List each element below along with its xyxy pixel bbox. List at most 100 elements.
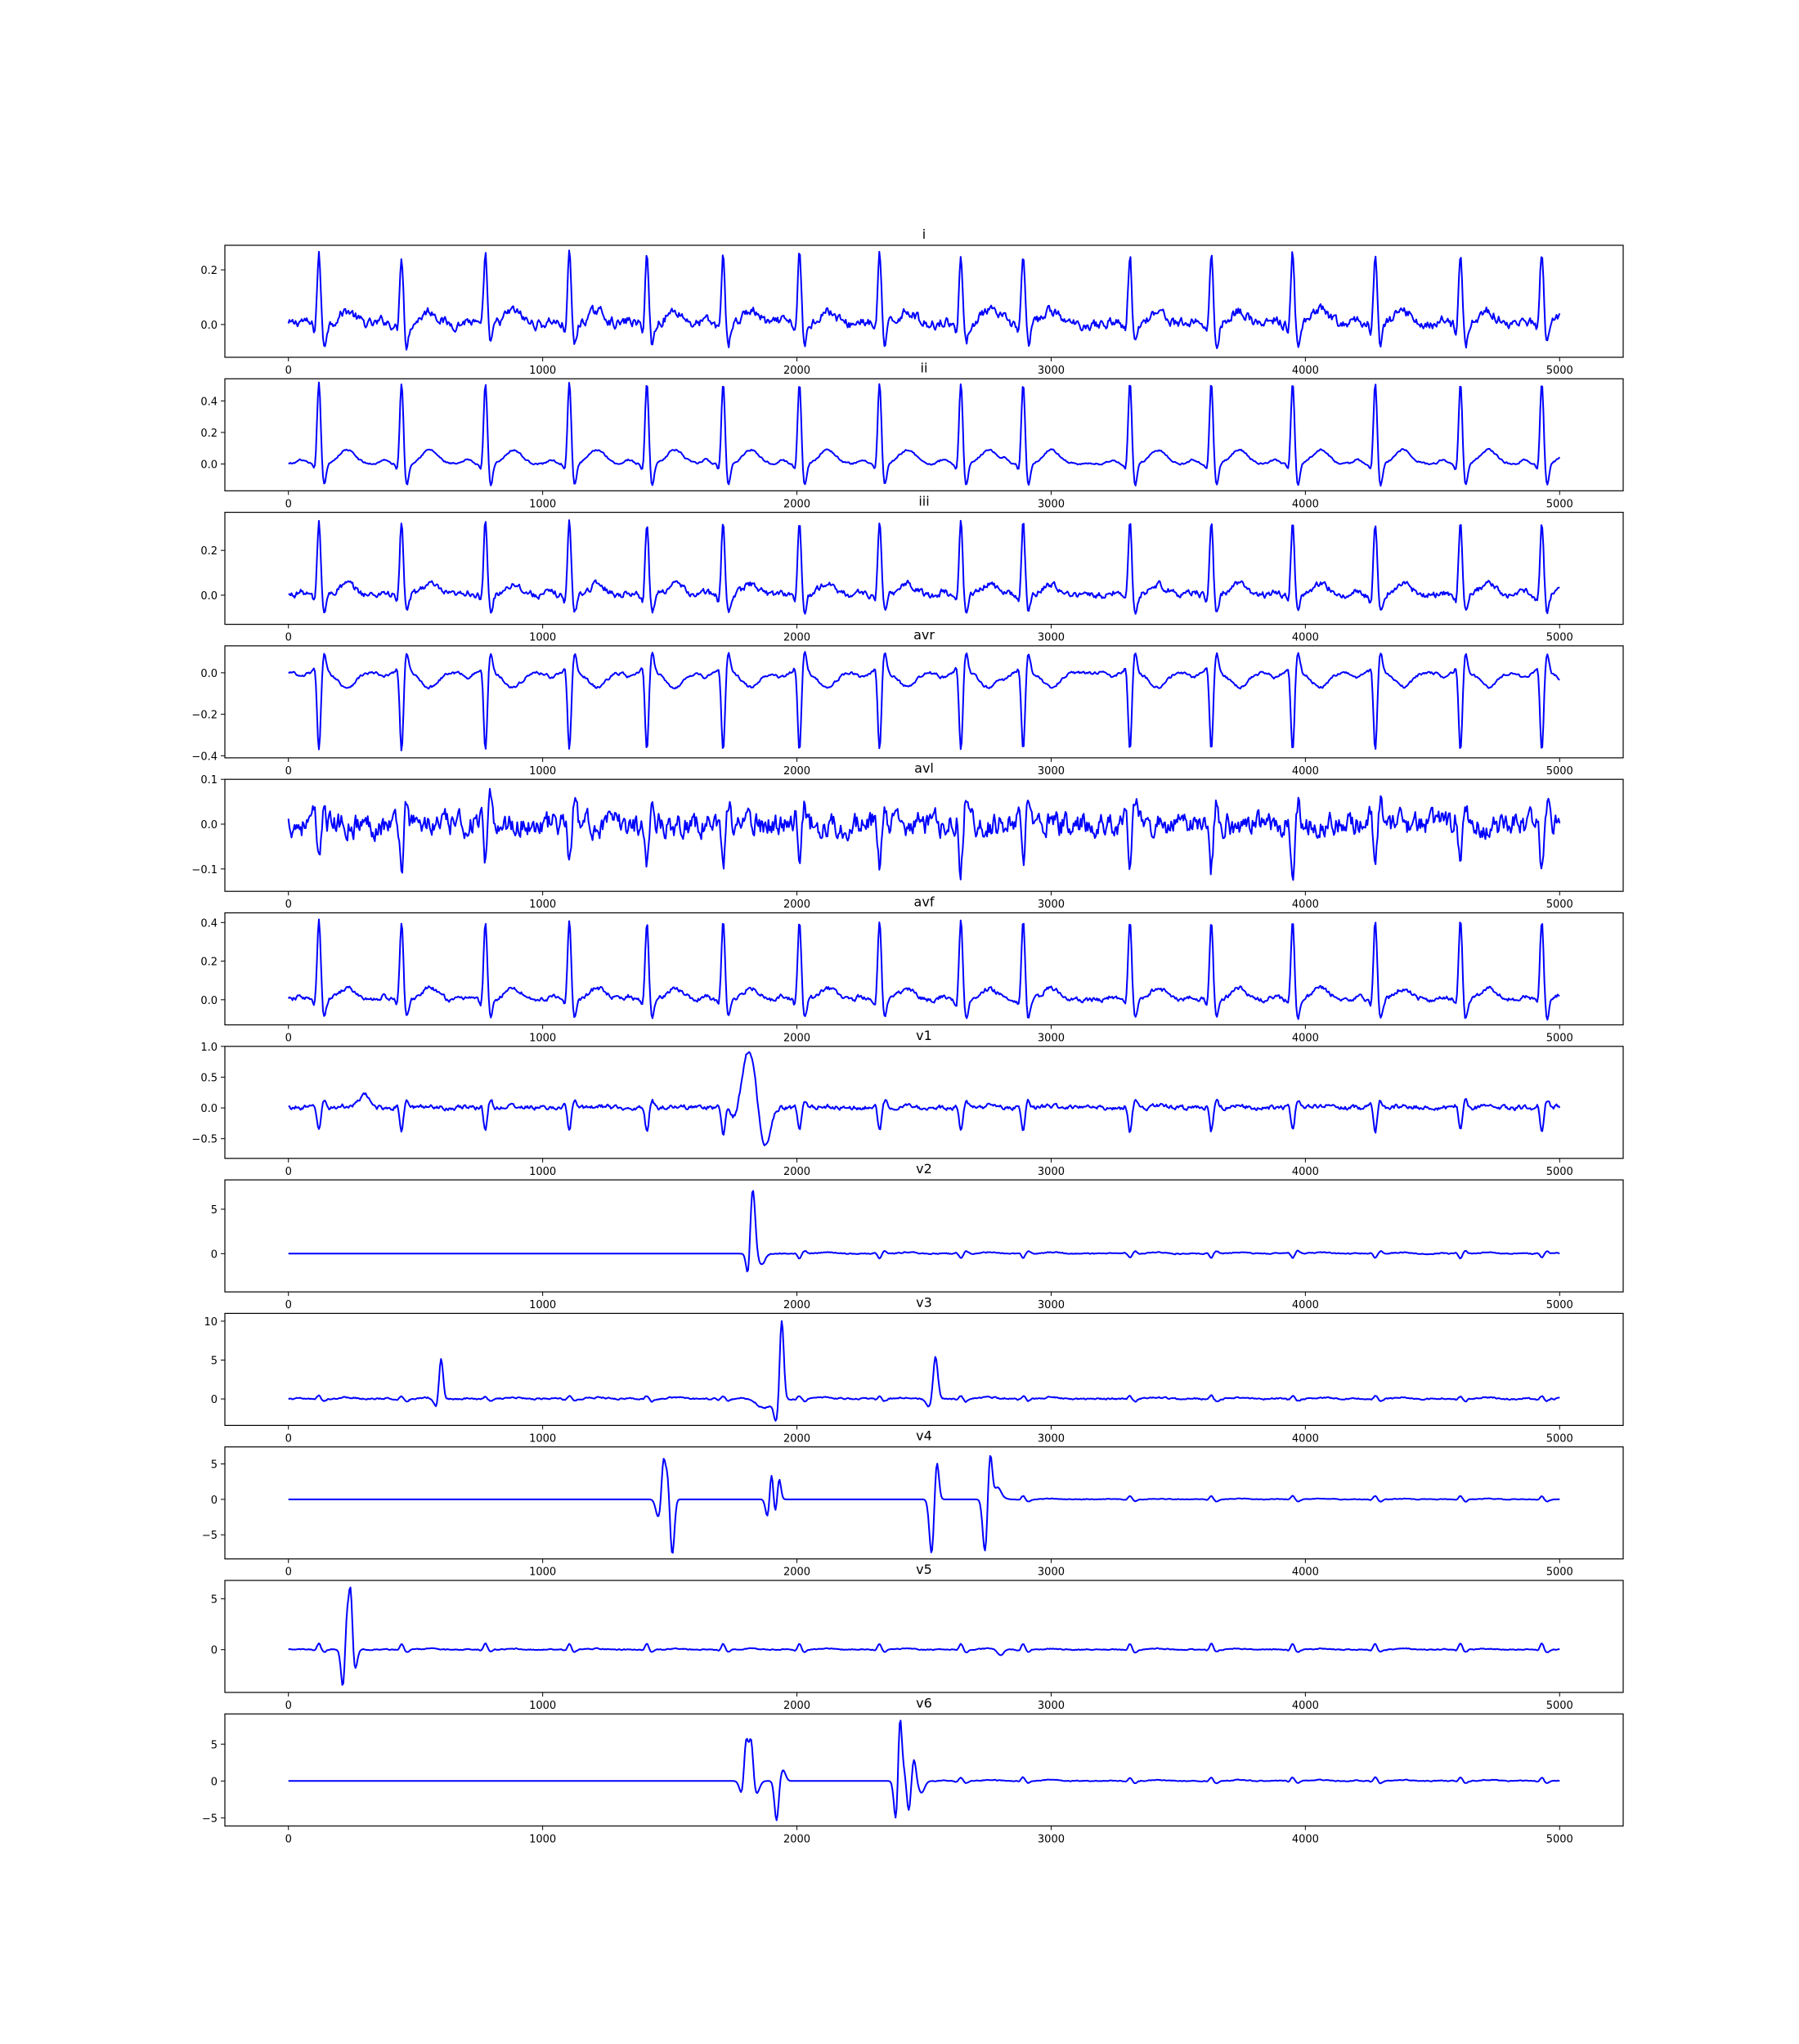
panel-v1: v1 0 1000 2000 3000 4000 5000 −0.5 0.0 0.5 1.0	[191, 1028, 1624, 1178]
x-tick-label: 4000	[1292, 1432, 1319, 1445]
y-tick-label: −0.1	[191, 864, 218, 876]
trace-v4	[288, 1455, 1560, 1554]
trace-v5	[288, 1586, 1560, 1686]
trace-avl	[287, 787, 1561, 881]
y-tick-label: 5	[211, 1204, 218, 1217]
y-tick-label: 0.0	[200, 459, 218, 471]
x-tick-label: 5000	[1546, 1700, 1573, 1712]
trace-avf	[287, 918, 1560, 1021]
panel-title: v3	[916, 1294, 932, 1310]
y-tick-label: 0.0	[200, 668, 218, 680]
x-tick-label: 3000	[1038, 365, 1065, 377]
x-tick-label: 1000	[529, 1432, 556, 1445]
axes-frame	[224, 1446, 1624, 1560]
x-tick-label: 5000	[1546, 1299, 1573, 1311]
panel-v2: v2 0 1000 2000 3000 4000 5000 0 5	[211, 1161, 1624, 1311]
axes-frame	[224, 778, 1624, 892]
x-tick-label: 5000	[1546, 632, 1573, 644]
panel-title: i	[922, 226, 926, 242]
x-tick-label: 5000	[1546, 1033, 1573, 1045]
x-tick-label: 2000	[783, 1432, 810, 1445]
axes-frame	[224, 511, 1624, 625]
x-tick-label: 3000	[1038, 1166, 1065, 1178]
x-tick-label: 3000	[1038, 1432, 1065, 1445]
panel-v6: v6 0 1000 2000 3000 4000 5000 −5 0 5	[202, 1695, 1624, 1845]
x-tick-label: 4000	[1292, 1166, 1319, 1178]
y-tick-label: −5	[202, 1530, 218, 1542]
y-tick-label: 0	[211, 1776, 218, 1788]
trace-v6	[288, 1719, 1560, 1822]
y-tick-label: −5	[202, 1813, 218, 1825]
axes-frame	[224, 1179, 1624, 1293]
y-tick-label: −0.4	[191, 751, 218, 763]
x-tick-label: 0	[285, 1299, 292, 1311]
x-tick-label: 0	[285, 1700, 292, 1712]
trace-v2	[288, 1190, 1560, 1273]
x-tick-label: 3000	[1038, 632, 1065, 644]
y-tick-label: −0.5	[191, 1134, 218, 1146]
x-tick-label: 2000	[783, 1033, 810, 1045]
x-tick-label: 1000	[529, 765, 556, 778]
x-tick-label: 5000	[1546, 765, 1573, 778]
panel-avl: avl 0 1000 2000 3000 4000 5000 −0.1 0.0 0.1	[191, 760, 1624, 911]
panel-v3: v3 0 1000 2000 3000 4000 5000 0 5 10	[204, 1294, 1624, 1445]
panel-v4: v4 0 1000 2000 3000 4000 5000 −5 0 5	[202, 1428, 1624, 1579]
panel-title: v2	[916, 1161, 932, 1177]
panel-title: ii	[921, 360, 928, 375]
panel-title: avf	[914, 894, 935, 910]
x-tick-label: 0	[285, 632, 292, 644]
panel-title: v4	[916, 1428, 932, 1444]
panel-title: avl	[914, 760, 934, 776]
x-tick-label: 0	[285, 365, 292, 377]
y-tick-label: 0.1	[200, 774, 218, 787]
x-tick-label: 4000	[1292, 632, 1319, 644]
x-tick-label: 0	[285, 1567, 292, 1579]
x-tick-label: 2000	[783, 899, 810, 911]
x-tick-label: 1000	[529, 1299, 556, 1311]
y-tick-label: 10	[204, 1316, 218, 1329]
panel-avf: avf 0 1000 2000 3000 4000 5000 0.0 0.2 0.4	[200, 894, 1624, 1045]
x-tick-label: 2000	[783, 632, 810, 644]
y-tick-label: 0.5	[200, 1072, 218, 1084]
y-tick-label: 0.4	[200, 917, 218, 930]
axes-frame	[224, 1580, 1624, 1693]
x-tick-label: 4000	[1292, 765, 1319, 778]
x-tick-label: 2000	[783, 1299, 810, 1311]
x-tick-label: 1000	[529, 1033, 556, 1045]
y-tick-label: 0	[211, 1394, 218, 1406]
x-tick-label: 4000	[1292, 1833, 1319, 1845]
y-tick-label: 0.0	[200, 590, 218, 603]
trace-i	[287, 249, 1561, 351]
panel-title: iii	[918, 494, 929, 509]
y-tick-label: 0.2	[200, 957, 218, 969]
panel-i: i 0 1000 2000 3000 4000 5000 0.0 0.2	[200, 226, 1624, 377]
x-tick-label: 1000	[529, 365, 556, 377]
x-tick-label: 0	[285, 1166, 292, 1178]
y-tick-label: 0	[211, 1645, 218, 1657]
y-tick-label: 0.4	[200, 396, 218, 408]
y-tick-label: 0.0	[200, 995, 218, 1007]
x-tick-label: 2000	[783, 498, 810, 510]
x-tick-label: 2000	[783, 365, 810, 377]
x-tick-label: 5000	[1546, 899, 1573, 911]
x-tick-label: 0	[285, 899, 292, 911]
x-tick-label: 4000	[1292, 1299, 1319, 1311]
y-tick-label: −0.2	[191, 710, 218, 722]
x-tick-label: 1000	[529, 632, 556, 644]
y-tick-label: 0	[211, 1248, 218, 1261]
axes-frame	[224, 244, 1624, 358]
x-tick-label: 1000	[529, 1700, 556, 1712]
x-tick-label: 5000	[1546, 1432, 1573, 1445]
x-tick-label: 0	[285, 765, 292, 778]
trace-ii	[288, 381, 1561, 487]
x-tick-label: 1000	[529, 1567, 556, 1579]
x-tick-label: 5000	[1546, 1567, 1573, 1579]
axes-frame	[224, 645, 1624, 759]
panel-title: v6	[916, 1695, 932, 1710]
panel-avr: avr 0 1000 2000 3000 4000 5000 −0.4 −0.2 0.0	[191, 627, 1624, 778]
x-tick-label: 0	[285, 1033, 292, 1045]
x-tick-label: 1000	[529, 899, 556, 911]
x-tick-label: 0	[285, 498, 292, 510]
x-tick-label: 3000	[1038, 1700, 1065, 1712]
